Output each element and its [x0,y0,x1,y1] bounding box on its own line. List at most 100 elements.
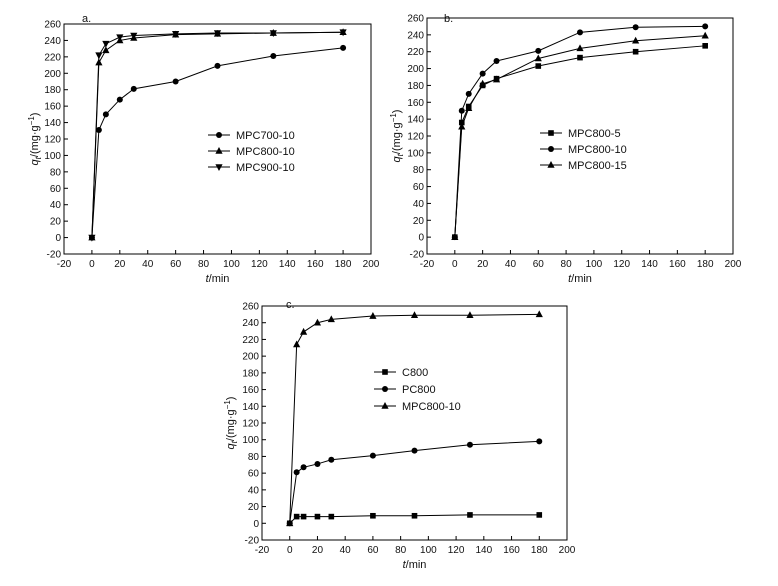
legend-marker [381,402,389,409]
data-point [451,233,459,240]
x-axis-title: t/min [403,559,427,571]
data-point [535,63,542,69]
y-axis-title-q: q [225,442,237,449]
data-point [458,122,466,130]
y-axis-title-sub: t [34,156,43,159]
data-point [535,47,542,54]
data-point [299,327,308,335]
data-point [577,54,583,61]
x-tick-label: 180 [335,259,352,270]
data-point [536,438,543,445]
data-point [270,53,277,60]
x-axis-title-unit: /min [571,273,592,285]
y-axis-title: qt/(mg·g−1) [27,113,43,166]
x-tick-label: 80 [395,545,407,556]
legend-label: MPC800-10 [236,146,295,158]
y-tick-label: 140 [44,118,61,129]
legend-marker [215,164,223,171]
legend-entry: MPC800-5 [540,128,621,140]
data-point [102,40,110,48]
data-point [632,24,639,31]
data-point [458,119,465,126]
series-line [91,47,344,238]
y-tick-label: 40 [248,485,260,496]
data-point [701,31,709,39]
y-tick-label: 20 [248,502,260,513]
legend-marker [548,146,554,152]
y-tick-label: 160 [242,385,259,396]
y-tick-label: 160 [44,102,61,113]
y-tick-label: 140 [407,115,424,126]
panel-label: c. [286,299,295,311]
y-tick-label: 60 [413,182,425,193]
data-point [492,75,501,83]
x-tick-label: 0 [452,259,458,270]
legend-label: MPC800-10 [402,401,461,413]
y-tick-label: 200 [44,69,61,80]
data-point [300,464,307,471]
data-point [369,452,376,459]
chart-panel-1: -20 0 20 40 60 80 100 120 140 160 180 200 -20 0 20 40 60… [27,13,380,285]
y-tick-label: 0 [55,233,61,244]
x-axis-title-var: t [403,559,407,571]
y-axis-title-q: q [391,155,403,162]
data-point [88,234,96,242]
data-point [466,311,474,318]
series-mpc900-10 [88,29,347,242]
plot-frame [63,23,372,255]
y-axis-title-q: q [29,158,41,165]
data-point [286,519,294,527]
x-tick-label: 80 [561,259,573,270]
x-axis-title-var: t [206,273,210,285]
legend-marker [216,132,222,138]
legend-entry: MPC700-10 [208,130,295,142]
y-tick-label: 220 [242,335,259,346]
data-point [300,513,307,520]
data-point [95,126,102,133]
data-point [458,107,465,114]
y-axis-title-unit: /(mg·g [225,409,237,441]
data-point [95,52,103,60]
x-tick-label: 60 [367,545,379,556]
y-tick-label: 40 [413,199,425,210]
data-point [534,54,542,62]
legend-label: MPC900-10 [236,162,295,174]
data-point [314,460,321,467]
x-tick-label: 200 [363,259,380,270]
data-point [340,44,347,51]
y-axis-title-sub: t [396,153,405,156]
x-tick-label: 0 [287,545,293,556]
y-tick-label: -20 [47,250,62,261]
data-point [410,311,419,318]
data-point [314,513,321,520]
data-point [328,456,335,463]
x-tick-label: 160 [669,259,686,270]
data-point [465,90,472,97]
legend-marker [382,386,388,392]
x-tick-label: 100 [586,259,603,270]
data-point [465,104,473,111]
data-point [102,111,109,118]
legend-entry: MPC800-10 [540,144,627,156]
legend-entry: MPC900-10 [208,162,295,174]
legend-marker [547,161,555,168]
x-tick-label: 120 [613,259,630,270]
x-tick-label: 40 [505,259,517,270]
x-tick-label: -20 [420,259,435,270]
y-axis-title-sup: −1 [389,113,398,123]
data-point [577,29,583,36]
data-point [467,512,473,518]
data-point [116,34,124,42]
data-point [213,30,222,38]
data-point [411,512,418,519]
x-tick-label: 20 [312,545,324,556]
data-point [172,31,180,38]
y-tick-label: 20 [50,217,62,228]
data-point [313,318,322,326]
legend-entry: C800 [374,367,428,379]
y-axis-title-sup: −1 [223,400,232,410]
y-tick-label: 0 [418,233,424,244]
y-tick-label: 120 [407,132,424,143]
data-point [702,43,708,49]
